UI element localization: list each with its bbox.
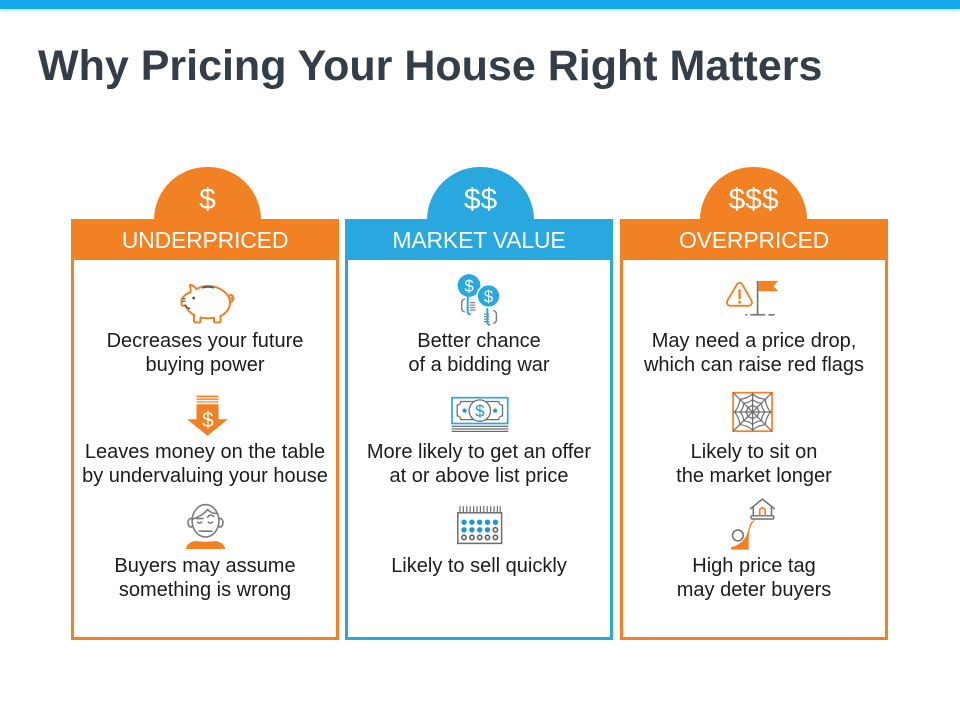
svg-text:$: $	[464, 277, 474, 296]
svg-text:$: $	[475, 402, 485, 421]
svg-text:$: $	[484, 287, 494, 306]
svg-text:$: $	[202, 409, 214, 432]
